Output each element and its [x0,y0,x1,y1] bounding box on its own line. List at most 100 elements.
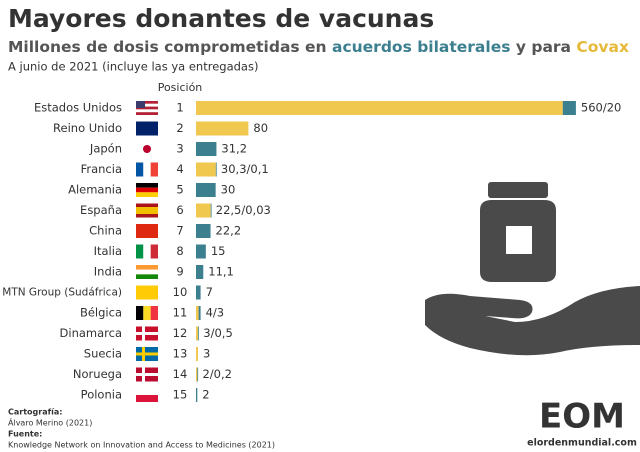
category-label: China [89,224,122,238]
value-label: 31,2 [221,142,247,156]
logo-mark: EOM [539,397,625,437]
flag [136,210,158,214]
bar-segment [196,265,204,279]
bar-segment [196,244,206,259]
flag [136,265,158,270]
flag [136,388,158,395]
flag [136,373,158,376]
value-label: 80 [253,121,268,135]
value-label: 2 [202,388,209,402]
position-label: 2 [176,121,183,135]
value-label: 15 [211,244,226,258]
category-label: India [94,265,122,279]
bar-segment [197,326,199,341]
value-label: 30,3/0,1 [221,162,269,176]
bar-segment [562,101,576,115]
position-label: 8 [176,244,183,258]
bar-segment [196,162,216,177]
flag [136,269,158,275]
flag [136,101,145,108]
chart-title: Mayores donantes de vacunas [8,4,434,33]
value-label: 3 [203,347,210,361]
position-label: 15 [173,388,188,402]
flag [136,203,158,207]
flag [136,285,158,300]
bar-segment [210,203,212,218]
flag [136,103,158,107]
logo-site: elordenmundial.com [527,438,637,449]
flag [136,183,158,188]
value-label: 22,2 [216,224,242,238]
position-label: 5 [176,183,183,197]
category-label: Estados Unidos [34,101,122,115]
flag [143,244,151,259]
position-label: 14 [173,367,188,381]
category-label: Japón [89,142,122,156]
value-label: 7 [206,285,213,299]
subtitle-series: Covax [576,38,629,56]
category-label: Francia [81,162,122,176]
flag [136,352,158,356]
bar-segment [196,101,563,115]
flag [136,332,158,335]
source: Knowledge Network on Innovation and Acce… [8,441,275,450]
bar-segment [197,367,199,382]
category-label: Suecia [84,347,122,361]
value-label: 11,1 [208,265,234,279]
flag [136,395,158,402]
value-label: 560/20 [581,101,621,115]
flag [150,162,158,177]
credit-label: Cartografía: [8,408,62,417]
flag [136,106,158,110]
position-label: 3 [176,142,183,156]
bar-segment [196,388,198,402]
vaccine-icon [425,182,640,356]
bar-segment [196,367,198,382]
category-label: España [80,203,122,217]
flag [136,121,158,136]
flag [136,244,144,259]
position-label: 10 [173,285,188,299]
flag [136,109,158,113]
position-label: 9 [176,265,183,279]
flag [136,187,158,193]
flag [136,306,144,320]
position-label: 13 [173,347,188,361]
value-label: 4/3 [206,306,225,320]
flag [150,306,158,320]
category-label: Italia [94,244,122,258]
subtitle-part: y para [510,38,576,56]
bar-segment [215,162,217,177]
value-label: 22,5/0,03 [216,203,271,217]
bar-segment [196,285,201,300]
bar-segment [196,203,211,218]
source-label: Fuente: [8,430,42,439]
flag [150,244,158,259]
flag [143,306,151,320]
position-header: Posición [158,81,203,94]
bar-segment [196,224,211,238]
value-label: 2/0,2 [202,367,231,381]
flag [136,207,158,211]
bar-segment [196,142,217,156]
category-label: Alemania [68,183,122,197]
bar-segment [196,183,216,197]
bar-segment [198,306,201,320]
flag [143,162,151,177]
flag [136,101,158,104]
bar-segment [196,121,249,136]
flag [136,274,158,279]
credit: Álvaro Merino (2021) [8,417,92,428]
note: A junio de 2021 (incluye las ya entregad… [8,60,258,74]
position-label: 6 [176,203,183,217]
bar-segment [196,347,198,361]
flag [136,192,158,197]
category-label: Bélgica [80,306,122,320]
position-label: 11 [173,306,188,320]
subtitle-series: acuerdos bilaterales [332,38,510,56]
flag [136,162,144,177]
subtitle: Millones de dosis comprometidas en acuer… [8,38,629,56]
position-label: 7 [176,224,183,238]
position-label: 4 [176,162,183,176]
